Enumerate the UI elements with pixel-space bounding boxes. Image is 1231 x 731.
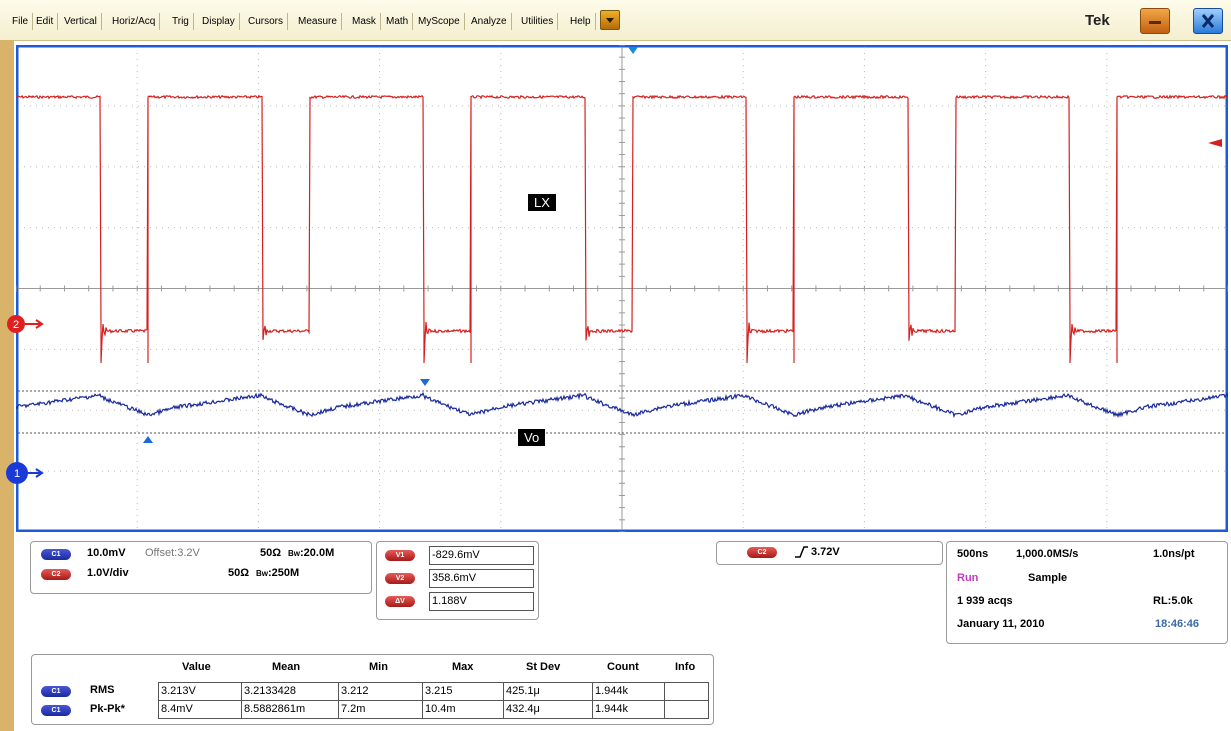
cursor-v1-pill: V1 — [385, 550, 415, 561]
cursor-1-marker — [143, 436, 153, 443]
waveform-display[interactable] — [16, 45, 1228, 532]
ch1-marker-number: 1 — [14, 468, 20, 480]
col-min: Min — [369, 661, 388, 673]
acquisition-panel[interactable]: 500ns 1,000.0MS/s 1.0ns/pt Run Sample 1 … — [946, 541, 1228, 644]
meas-row2-max: 10.4m — [422, 700, 504, 719]
measurement-panel[interactable]: Value Mean Min Max St Dev Count Info C1 … — [31, 654, 714, 725]
record-length: RL:5.0k — [1153, 595, 1193, 607]
cursor-v2-value: 358.6mV — [429, 569, 534, 588]
cursor-readout-panel[interactable]: V1 -829.6mV V2 358.6mV ΔV 1.188V — [376, 541, 539, 620]
ch1-offset: Offset:3.2V — [145, 547, 200, 559]
menu-display[interactable]: Display — [198, 13, 240, 30]
ch1-vo-trace — [16, 391, 1228, 419]
menu-trig[interactable]: Trig — [168, 13, 194, 30]
lx-label: LX — [528, 194, 556, 211]
ch1-scale: 10.0mV — [87, 547, 126, 559]
col-count: Count — [607, 661, 639, 673]
menu-mask[interactable]: Mask — [348, 13, 381, 30]
ch1-impedance: 50Ω — [260, 547, 282, 559]
run-state: Run — [957, 572, 979, 584]
menu-myscope[interactable]: MyScope — [414, 13, 465, 30]
col-mean: Mean — [272, 661, 301, 673]
menu-math[interactable]: Math — [382, 13, 414, 30]
meas-row2-mean: 8.5882861m — [241, 700, 339, 719]
meas-row1-value: 3.213V — [158, 682, 242, 701]
minimize-icon[interactable] — [1140, 8, 1170, 34]
resolution: 1.0ns/pt — [1153, 548, 1195, 560]
cursor-2-marker — [420, 379, 430, 386]
trigger-panel[interactable]: C2 3.72V — [716, 541, 943, 565]
close-icon[interactable] — [1193, 8, 1223, 34]
menu-edit[interactable]: Edit — [32, 13, 59, 30]
meas-row1-min: 3.212 — [338, 682, 423, 701]
meas-row1-pill: C1 — [41, 686, 71, 697]
meas-row2-info — [664, 700, 709, 719]
dropdown-arrow-icon[interactable] — [600, 10, 620, 30]
rising-edge-icon — [793, 544, 809, 563]
meas-row1-count: 1.944k — [592, 682, 665, 701]
time: 18:46:46 — [1155, 618, 1200, 630]
sample-rate: 1,000.0MS/s — [1016, 548, 1079, 560]
ch2-ground-marker[interactable]: 2 — [6, 314, 48, 337]
trigger-source-pill: C2 — [747, 547, 777, 558]
menu-cursors[interactable]: Cursors — [244, 13, 289, 30]
meas-row1-info — [664, 682, 709, 701]
cursor-v1-value: -829.6mV — [429, 546, 534, 565]
meas-row1-mean: 3.2133428 — [241, 682, 339, 701]
brand-logo: Tek — [1085, 12, 1110, 29]
trigger-level-marker — [1208, 139, 1222, 147]
menu-file[interactable]: File — [8, 13, 34, 30]
meas-row2-pill: C1 — [41, 705, 71, 716]
date: January 11, 2010 — [957, 618, 1045, 630]
col-stdev: St Dev — [526, 661, 561, 673]
trigger-position-marker — [628, 47, 638, 54]
cursor-delta-pill: ΔV — [385, 596, 415, 607]
ch1-ground-marker[interactable]: 1 — [6, 461, 48, 488]
bw-icon: Bw — [256, 569, 268, 578]
menu-help[interactable]: Help — [566, 13, 596, 30]
meas-row2-value: 8.4mV — [158, 700, 242, 719]
menu-measure[interactable]: Measure — [294, 13, 342, 30]
acq-count: 1 939 acqs — [957, 595, 1013, 607]
side-strip — [0, 40, 14, 731]
meas-row2-stdev: 432.4μ — [503, 700, 593, 719]
meas-row1-stdev: 425.1μ — [503, 682, 593, 701]
ch2-lx-trace — [16, 94, 1228, 364]
ch2-scale: 1.0V/div — [87, 567, 129, 579]
ch1-pill[interactable]: C1 — [41, 549, 71, 560]
vo-label: Vo — [518, 429, 546, 446]
meas-row2-min: 7.2m — [338, 700, 423, 719]
channel-settings-panel[interactable]: C1 10.0mV Offset:3.2V 50Ω Bw:20.0M C2 1.… — [30, 541, 372, 594]
col-info: Info — [675, 661, 696, 673]
meas-row1-name: RMS — [90, 684, 115, 696]
ch2-bandwidth: Bw:250M — [256, 567, 300, 579]
meas-row1-max: 3.215 — [422, 682, 504, 701]
ch2-impedance: 50Ω — [228, 567, 250, 579]
ch2-marker-number: 2 — [13, 319, 19, 331]
cursor-v2-pill: V2 — [385, 573, 415, 584]
meas-row2-count: 1.944k — [592, 700, 665, 719]
trigger-level: 3.72V — [811, 546, 840, 558]
col-max: Max — [452, 661, 474, 673]
menu-horiz-acq[interactable]: Horiz/Acq — [108, 13, 161, 30]
menu-utilities[interactable]: Utilities — [517, 13, 559, 30]
menu-bar: File Edit Vertical Horiz/Acq Trig Displa… — [0, 0, 1231, 41]
bw-icon: Bw — [288, 549, 300, 558]
col-value: Value — [182, 661, 211, 673]
ch2-pill[interactable]: C2 — [41, 569, 71, 580]
cursor-delta-value: 1.188V — [429, 592, 534, 611]
acq-mode: Sample — [1028, 572, 1068, 584]
menu-vertical[interactable]: Vertical — [60, 13, 102, 30]
meas-row2-name: Pk-Pk* — [90, 703, 125, 715]
menu-analyze[interactable]: Analyze — [467, 13, 512, 30]
timebase: 500ns — [957, 548, 989, 560]
ch1-bandwidth: Bw:20.0M — [288, 547, 335, 559]
